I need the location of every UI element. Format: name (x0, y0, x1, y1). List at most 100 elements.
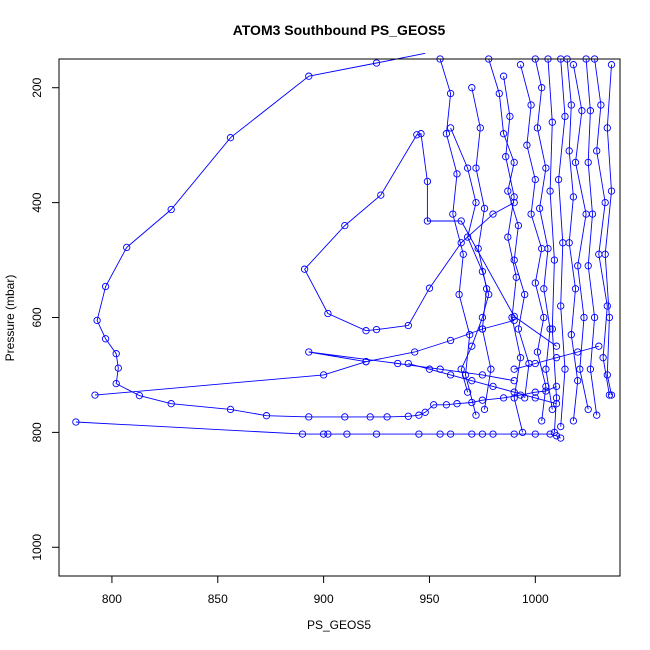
data-point (430, 401, 438, 409)
data-point (584, 262, 592, 270)
data-point (101, 282, 110, 291)
data-point (552, 354, 561, 362)
data-point (531, 279, 539, 287)
data-point (603, 302, 611, 310)
data-point (461, 371, 470, 379)
data-point (574, 348, 582, 356)
series-line-18 (585, 58, 598, 416)
series-line-8 (547, 58, 557, 433)
data-point (510, 430, 518, 438)
data-point (586, 107, 595, 115)
data-point (372, 430, 381, 438)
axes-layer: 800 850 900 950 1000 200 400 600 800 1000 (30, 77, 549, 606)
data-point (506, 112, 514, 121)
data-point (478, 430, 487, 438)
data-point (372, 325, 381, 334)
data-point (546, 325, 554, 333)
data-point (453, 170, 461, 178)
data-point (446, 89, 455, 98)
data-point (538, 417, 546, 425)
data-point (521, 290, 529, 299)
data-point (468, 430, 476, 438)
data-point (554, 175, 563, 184)
data-point (552, 400, 561, 408)
data-point (112, 350, 120, 358)
y-tick-label: 400 (30, 192, 44, 212)
data-point (482, 285, 491, 293)
data-point (580, 313, 588, 322)
data-point (584, 158, 592, 167)
data-point (417, 130, 425, 138)
data-point (478, 325, 487, 333)
data-point (601, 250, 609, 258)
data-point (569, 193, 578, 201)
x-tick-label: 800 (102, 592, 122, 606)
data-point (510, 256, 518, 264)
data-point (550, 428, 559, 437)
data-point (305, 413, 313, 421)
data-point (319, 371, 328, 379)
data-point (531, 359, 539, 368)
data-layer (72, 52, 616, 442)
data-point (478, 313, 487, 322)
data-point (463, 164, 472, 172)
data-point (605, 313, 614, 322)
series-line-9 (558, 58, 566, 427)
data-point (548, 118, 556, 126)
data-point (510, 377, 518, 385)
data-point (567, 331, 575, 339)
data-point (343, 430, 351, 438)
data-point (557, 422, 565, 431)
x-tick-label: 900 (314, 592, 334, 606)
data-point (578, 107, 586, 115)
series-line-10 (572, 64, 589, 410)
data-point (538, 84, 546, 92)
data-point (546, 187, 554, 195)
data-point (540, 285, 548, 293)
data-point (468, 84, 476, 92)
series-line-14 (534, 58, 553, 410)
data-point (548, 405, 556, 414)
data-point (599, 354, 607, 362)
data-point (518, 428, 527, 437)
data-point (446, 430, 455, 438)
data-point (531, 175, 539, 184)
data-point (595, 342, 603, 350)
data-point (607, 391, 616, 399)
data-point (542, 164, 550, 172)
data-point (425, 284, 434, 292)
data-point (472, 198, 480, 207)
data-point (540, 313, 548, 322)
data-point (504, 233, 512, 241)
data-point (542, 382, 550, 391)
data-point (455, 290, 463, 299)
data-point (508, 313, 516, 322)
data-point (474, 244, 482, 253)
chart-title: ATOM3 Southbound PS_GEOS5 (233, 22, 446, 38)
data-point (123, 243, 131, 252)
series-line-19 (408, 363, 557, 405)
data-point (552, 382, 561, 391)
plot-frame (58, 58, 621, 577)
series-line-15 (503, 76, 524, 433)
data-point (324, 309, 332, 318)
data-point (588, 210, 597, 218)
data-point (404, 359, 412, 368)
data-point (574, 262, 582, 270)
data-point (499, 130, 508, 138)
data-point (523, 141, 531, 149)
data-point (377, 191, 385, 199)
data-point (463, 233, 472, 241)
data-point (413, 131, 421, 139)
data-point (366, 413, 374, 421)
data-point (531, 430, 539, 438)
series-line-20 (514, 345, 599, 370)
data-point (423, 217, 432, 225)
data-point (341, 221, 349, 230)
data-point (565, 239, 573, 247)
data-point (362, 358, 370, 366)
data-point (421, 408, 429, 416)
series-line-12 (604, 64, 612, 396)
data-point (305, 72, 313, 80)
